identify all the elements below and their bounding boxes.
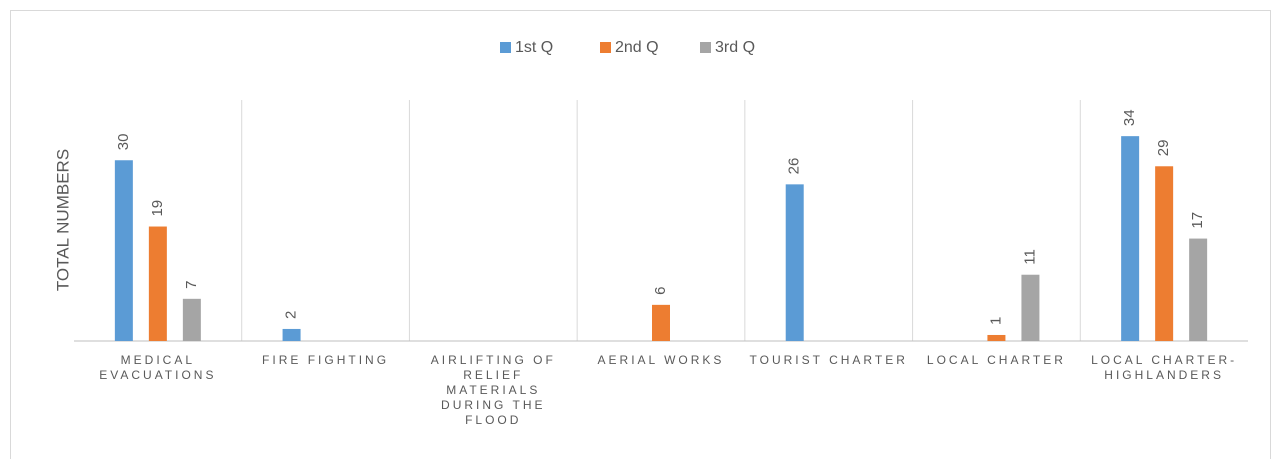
x-tick-label: FIRE FIGHTING xyxy=(262,353,390,367)
bar xyxy=(1155,166,1174,341)
bar xyxy=(182,298,201,341)
x-tick-label: AIRLIFTING OF RELIEF MATERIALS DURING TH… xyxy=(430,353,556,427)
legend-label: 1st Q xyxy=(515,39,553,56)
legend-label: 2nd Q xyxy=(615,39,659,56)
x-tick-label: LOCAL CHARTER xyxy=(926,353,1066,367)
data-label: 30 xyxy=(115,134,132,151)
bar xyxy=(1121,136,1140,341)
bar xyxy=(987,334,1006,341)
data-label: 29 xyxy=(1155,140,1172,157)
chart-border xyxy=(10,10,1271,459)
data-label: 34 xyxy=(1121,109,1138,126)
data-label: 19 xyxy=(149,200,166,217)
data-label: 26 xyxy=(786,158,803,175)
data-label: 11 xyxy=(1021,249,1038,265)
x-tick-label: LOCAL CHARTER-HIGHLANDERS xyxy=(1091,353,1238,382)
bar xyxy=(1189,238,1208,341)
bar xyxy=(1021,274,1040,341)
data-label: 6 xyxy=(652,287,669,295)
data-label: 1 xyxy=(987,317,1004,325)
data-label: 2 xyxy=(283,311,300,319)
legend-swatch xyxy=(600,42,611,53)
bar xyxy=(282,328,301,341)
bar xyxy=(785,184,804,341)
x-tick-label: MEDICAL EVACUATIONS xyxy=(99,353,217,382)
x-tick-label: AERIAL WORKS xyxy=(597,353,725,367)
legend-label: 3rd Q xyxy=(715,39,755,56)
y-axis-label: TOTAL NUMBERS xyxy=(53,149,72,291)
bar xyxy=(148,226,167,341)
legend-swatch xyxy=(700,42,711,53)
data-label: 17 xyxy=(1189,212,1206,229)
bar xyxy=(114,160,133,341)
data-label: 7 xyxy=(183,280,200,288)
x-tick-label: TOURIST CHARTER xyxy=(749,353,908,367)
legend-swatch xyxy=(500,42,511,53)
bar xyxy=(652,304,670,341)
